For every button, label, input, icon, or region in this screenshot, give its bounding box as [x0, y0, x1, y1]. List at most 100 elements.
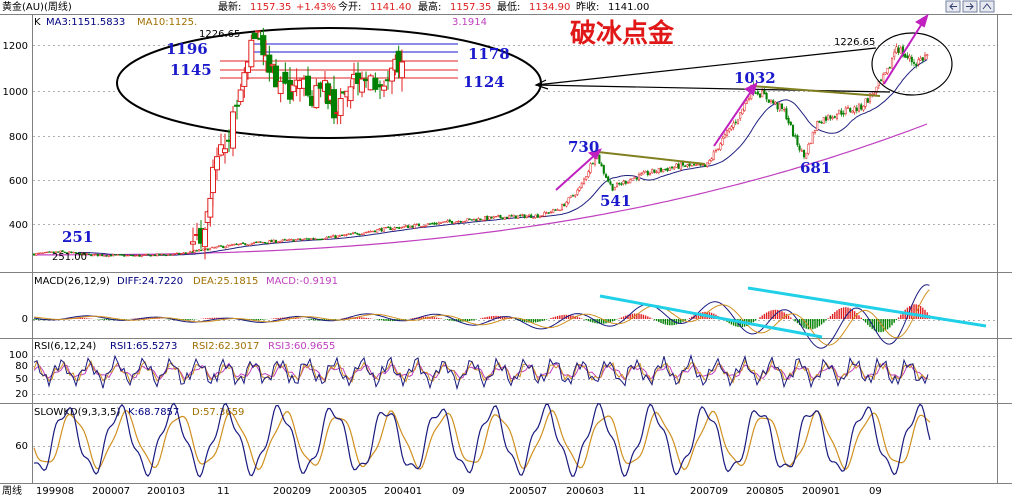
- candle-body: [420, 226, 423, 228]
- candle-body: [162, 254, 165, 256]
- candle-body: [835, 114, 839, 119]
- candle-body: [855, 107, 858, 111]
- rsi3-value: RSI3:60.9655: [268, 341, 335, 352]
- arrowhead-2: [744, 82, 758, 96]
- kd-label: SLOWKD(9,3,3,5): [34, 407, 120, 418]
- candle-body: [279, 240, 282, 243]
- candle-body: [94, 253, 97, 256]
- candle-body: [435, 223, 438, 225]
- candle-body: [178, 252, 181, 255]
- candle-body: [569, 195, 572, 198]
- candle-body: [519, 214, 522, 217]
- candle-body: [486, 215, 489, 221]
- candle-body: [398, 227, 401, 229]
- candle-body: [35, 253, 38, 256]
- candle-body: [475, 219, 478, 222]
- main-y-axis: 1200 1000 800 600 400: [3, 41, 28, 231]
- candle-body: [213, 247, 216, 249]
- nav-left-button[interactable]: [945, 0, 961, 13]
- macd-dea: DEA:25.1815: [193, 276, 258, 287]
- candle-body: [884, 72, 887, 75]
- candle-body: [510, 215, 513, 217]
- candle-body: [756, 91, 759, 95]
- candle-body: [915, 63, 918, 66]
- candle-body: [838, 109, 841, 115]
- candle-body: [899, 47, 902, 54]
- candle-body: [448, 219, 451, 222]
- candle-body: [890, 57, 894, 69]
- candle-body: [422, 225, 425, 228]
- inset-candle-body: [381, 85, 387, 91]
- candle-body: [906, 55, 909, 59]
- candle-body: [780, 103, 784, 109]
- candle-body: [481, 219, 484, 221]
- candle-body: [457, 220, 460, 223]
- rsi-y-tick-100: 100: [9, 350, 28, 361]
- candle-body: [730, 126, 733, 130]
- candle-body: [431, 223, 434, 225]
- nav-up-button[interactable]: [979, 0, 995, 13]
- candle-body: [134, 255, 137, 257]
- inset-candle-body: [290, 84, 297, 93]
- candle-body: [563, 204, 566, 207]
- candle-body: [50, 251, 53, 253]
- nav-right-button[interactable]: [962, 0, 978, 13]
- candle-body: [329, 236, 333, 238]
- candle-body: [910, 57, 913, 63]
- inset-candles: [190, 27, 405, 260]
- candle-body: [796, 135, 799, 146]
- inset-candle-body: [241, 72, 248, 87]
- candle-body: [736, 119, 740, 124]
- candle-body: [598, 154, 601, 164]
- candle-body: [63, 251, 66, 254]
- candle-body: [536, 214, 539, 218]
- candle-body: [811, 131, 814, 144]
- candle-body: [862, 105, 865, 111]
- candle-body: [919, 57, 922, 61]
- inset-candle-body: [347, 86, 354, 102]
- candle-body: [261, 241, 264, 244]
- candle-body: [917, 59, 920, 65]
- candle-body: [769, 99, 773, 102]
- candle-body: [453, 222, 456, 224]
- candle-body: [466, 218, 469, 222]
- candle-body: [895, 46, 898, 53]
- candle-body: [118, 254, 121, 256]
- candle-body: [609, 181, 612, 185]
- candle-body: [52, 251, 55, 254]
- candle-body: [805, 152, 808, 159]
- candle-body: [824, 116, 828, 121]
- candle-body: [897, 47, 900, 53]
- candle-body: [741, 108, 744, 114]
- candle-body: [109, 254, 113, 257]
- candle-body: [158, 253, 161, 256]
- candle-body: [208, 247, 212, 251]
- candle-body: [754, 92, 757, 94]
- latest-label: 最新:: [218, 0, 241, 13]
- candle-body: [230, 244, 234, 246]
- latest-value: 1157.35: [250, 2, 291, 13]
- candle-body: [822, 117, 825, 124]
- candle-body: [433, 222, 436, 225]
- candle-body: [558, 209, 561, 212]
- candle-body: [365, 231, 368, 234]
- candle-body: [538, 215, 542, 219]
- inset-candle-body: [389, 67, 395, 82]
- candle-body: [105, 255, 108, 257]
- candle-body: [904, 54, 907, 58]
- candle-body: [840, 110, 843, 115]
- candle-body: [668, 167, 671, 171]
- candle-body: [391, 228, 394, 231]
- candle-body: [83, 252, 86, 255]
- inset-label-1145: 1145: [170, 61, 212, 79]
- candle-body: [252, 242, 256, 244]
- candle-body: [697, 163, 700, 166]
- candle-body: [673, 166, 676, 170]
- y-tick-1000: 1000: [3, 87, 28, 98]
- arrowhead-1: [587, 148, 602, 160]
- candle-body: [439, 222, 443, 224]
- candle-body: [54, 251, 58, 253]
- candle-body: [57, 251, 60, 253]
- candle-body: [613, 187, 616, 191]
- candle-body: [211, 246, 214, 249]
